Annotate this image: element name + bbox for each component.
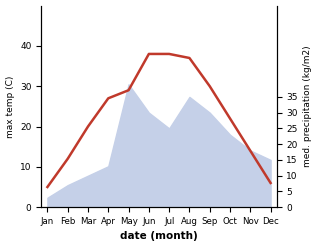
- Y-axis label: med. precipitation (kg/m2): med. precipitation (kg/m2): [303, 45, 313, 167]
- X-axis label: date (month): date (month): [120, 231, 198, 242]
- Y-axis label: max temp (C): max temp (C): [5, 75, 15, 138]
